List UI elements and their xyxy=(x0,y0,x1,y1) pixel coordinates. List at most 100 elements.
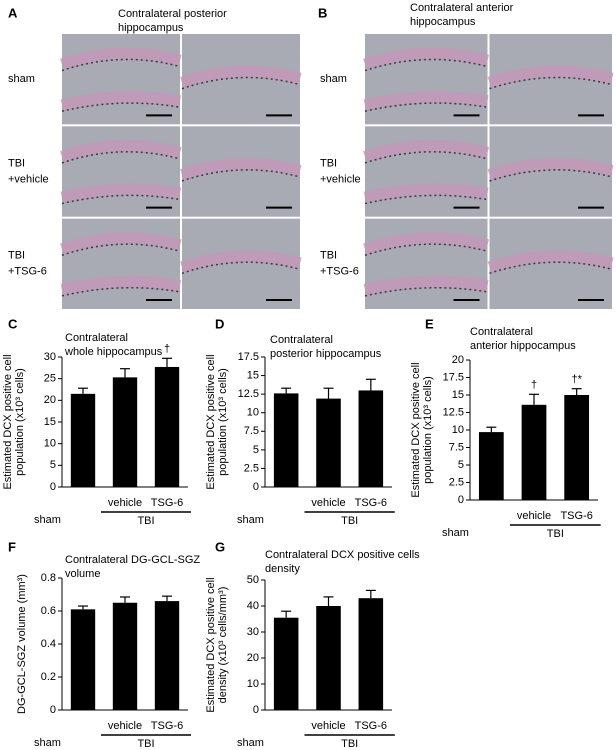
panel-letter: F xyxy=(8,539,16,554)
bar xyxy=(521,404,547,500)
row-label: +TSG-6 xyxy=(8,266,47,278)
y-tick-label: 5 xyxy=(50,459,56,471)
y-tick-label: 10 xyxy=(44,438,56,450)
y-axis-label: Estimated DCX positive cell xyxy=(205,577,217,712)
significance-mark: † xyxy=(531,379,537,391)
group-label: TBI xyxy=(547,528,564,540)
bar xyxy=(112,602,138,710)
significance-mark: † xyxy=(164,343,170,355)
bar xyxy=(316,398,341,487)
bar xyxy=(70,393,96,487)
dcx-cells xyxy=(181,261,301,275)
group-label: TBI xyxy=(341,738,358,750)
row-label: TBI xyxy=(8,157,25,169)
cell-layer xyxy=(60,47,182,71)
y-axis-label: Estimated DCX positive cell xyxy=(410,362,422,497)
y-tick-label: 0.8 xyxy=(41,572,56,584)
chart-title: volume xyxy=(65,568,100,580)
cell-layer xyxy=(363,139,490,163)
panel-title: Contralateral anterior xyxy=(410,2,514,14)
y-tick-label: 15 xyxy=(247,369,259,381)
x-tick-label: sham xyxy=(34,514,61,526)
dcx-cells xyxy=(489,261,613,275)
cell-layer xyxy=(60,91,182,112)
y-tick-label: 0 xyxy=(253,704,259,716)
cell-layer xyxy=(363,232,490,255)
panel-letter: B xyxy=(318,5,327,20)
bar xyxy=(564,395,590,500)
y-tick-label: 7.5 xyxy=(244,425,259,437)
significance-mark: †* xyxy=(571,374,582,386)
row-label: TBI xyxy=(320,250,337,262)
dcx-cells xyxy=(364,243,488,256)
dcx-cells xyxy=(489,76,613,90)
dcx-cells xyxy=(61,243,181,256)
chart-title: anterior hippocampus xyxy=(470,340,576,352)
panel-letter: C xyxy=(8,316,18,331)
micrograph xyxy=(365,34,488,125)
micrograph xyxy=(365,126,488,217)
bar xyxy=(154,366,180,487)
x-tick-label: TSG-6 xyxy=(355,497,387,509)
y-axis-label: DG-GCL-SGZ volume (mm³) xyxy=(16,574,28,714)
chart-title: density xyxy=(265,563,300,575)
cell-layer xyxy=(363,275,489,296)
y-tick-label: 0.4 xyxy=(41,638,56,650)
row-label: +TSG-6 xyxy=(320,266,359,278)
x-tick-label: TSG-6 xyxy=(560,510,592,522)
panel-letter: D xyxy=(215,316,224,331)
bar xyxy=(358,390,384,487)
x-tick-label: TSG-6 xyxy=(355,720,387,732)
y-tick-label: 7.5 xyxy=(449,441,464,453)
y-tick-label: 17.5 xyxy=(238,351,259,363)
y-tick-label: 0.6 xyxy=(41,605,56,617)
x-tick-label: vehicle xyxy=(517,510,551,522)
bar xyxy=(154,601,180,710)
x-tick-label: TSG-6 xyxy=(151,497,183,509)
group-label: TBI xyxy=(341,515,358,527)
x-tick-label: TSG-6 xyxy=(151,720,183,732)
cell-layer xyxy=(180,65,302,89)
cell-layer xyxy=(180,250,302,274)
chart-title: Contralateral DCX positive cells xyxy=(265,549,420,561)
micrograph xyxy=(62,126,180,217)
cell-layer xyxy=(60,232,182,255)
micrograph xyxy=(365,218,488,309)
y-tick-label: 20 xyxy=(452,354,464,366)
y-tick-label: 0 xyxy=(50,704,56,716)
y-tick-label: 12.5 xyxy=(238,388,259,400)
row-label: sham xyxy=(8,73,35,85)
y-tick-label: 0 xyxy=(50,481,56,493)
y-tick-label: 20 xyxy=(247,652,259,664)
bar xyxy=(478,432,504,500)
x-tick-label: sham xyxy=(34,737,61,749)
chart-title: posterior hippocampus xyxy=(270,348,382,360)
chart-title: Contralateral xyxy=(470,326,533,338)
cell-layer xyxy=(487,65,614,89)
bar xyxy=(70,609,96,710)
panel-title: hippocampus xyxy=(118,22,184,34)
y-axis-label: Estimated DCX positive cell xyxy=(205,354,217,489)
dcx-cells xyxy=(61,194,181,205)
chart-title: Contralateral DG-GCL-SGZ xyxy=(65,554,200,566)
group-label: TBI xyxy=(137,738,154,750)
cell-layer xyxy=(363,91,489,112)
y-tick-label: 0 xyxy=(458,494,464,506)
chart-title: Contralateral xyxy=(270,334,333,346)
y-axis-label: population (x10³ cells) xyxy=(217,368,229,476)
cell-layer xyxy=(60,275,182,296)
y-tick-label: 2.5 xyxy=(449,476,464,488)
dcx-cells xyxy=(364,151,488,164)
panel-title: hippocampus xyxy=(410,16,476,28)
row-label: TBI xyxy=(8,250,25,262)
y-tick-label: 12.5 xyxy=(443,406,464,418)
panel-letter: G xyxy=(215,539,225,554)
x-tick-label: vehicle xyxy=(311,720,345,732)
micrograph xyxy=(62,34,180,125)
y-tick-label: 50 xyxy=(247,574,259,586)
row-label: sham xyxy=(320,73,347,85)
cell-layer xyxy=(180,157,302,181)
row-label: +vehicle xyxy=(320,173,361,185)
y-tick-label: 40 xyxy=(247,600,259,612)
